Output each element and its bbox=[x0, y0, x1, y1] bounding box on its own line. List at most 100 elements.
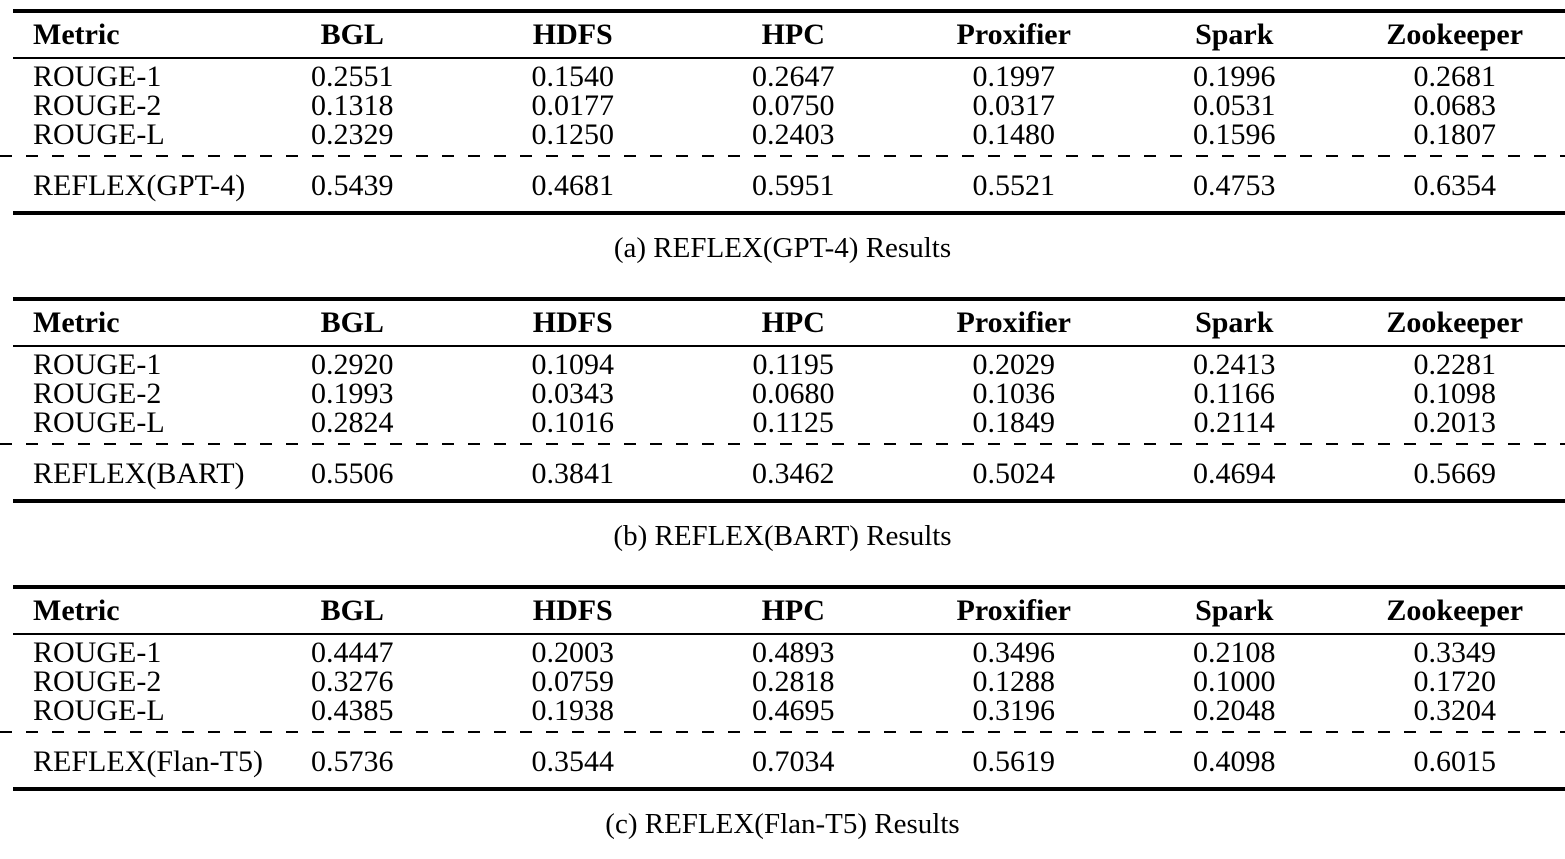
column-header: Zookeeper bbox=[1386, 594, 1524, 627]
metric-value: 0.1125 bbox=[752, 406, 834, 439]
column-header: BGL bbox=[320, 18, 384, 51]
metric-value: 0.1098 bbox=[1413, 377, 1497, 410]
table-row: ROUGE-L 0.2824 0.1016 0.1125 0.1849 0.2114 0.2… bbox=[13, 406, 1565, 439]
metric-value: 0.2114 bbox=[1193, 406, 1275, 439]
summary-value: 0.7034 bbox=[752, 745, 835, 778]
column-header: Spark bbox=[1195, 18, 1274, 51]
metric-label: ROUGE-L bbox=[33, 694, 165, 727]
metric-value: 0.1166 bbox=[1193, 377, 1275, 410]
table-row: ROUGE-L 0.2329 0.1250 0.2403 0.1480 0.1596 0.1… bbox=[13, 118, 1565, 151]
metric-value: 0.2681 bbox=[1413, 60, 1497, 93]
table-row: ROUGE-2 0.1993 0.0343 0.0680 0.1036 0.1166 0.1… bbox=[13, 377, 1565, 410]
metric-column-header: Metric bbox=[33, 18, 120, 51]
column-header: BGL bbox=[320, 306, 384, 339]
header-rule bbox=[13, 633, 1565, 635]
table-row: ROUGE-1 0.2920 0.1094 0.1195 0.2029 0.2413 0.2… bbox=[13, 348, 1565, 381]
column-header: HPC bbox=[761, 594, 825, 627]
summary-label: REFLEX(BART) bbox=[33, 457, 245, 490]
summary-value: 0.5521 bbox=[972, 169, 1056, 202]
metric-label: ROUGE-2 bbox=[33, 665, 162, 698]
summary-row: REFLEX(BART) 0.5506 0.3841 0.3462 0.5024 0.46… bbox=[13, 445, 1565, 499]
results-table-flant5: Metric BGL HDFS HPC Proxifier Spark Zookeeper R… bbox=[0, 585, 1565, 839]
table-caption-a: (a) REFLEX(GPT-4) Results bbox=[613, 232, 952, 264]
metric-value: 0.1849 bbox=[972, 406, 1056, 439]
metric-value: 0.1250 bbox=[531, 118, 615, 151]
metric-label: ROUGE-1 bbox=[33, 636, 162, 669]
metric-value: 0.3496 bbox=[972, 636, 1056, 669]
metric-label: ROUGE-2 bbox=[33, 377, 162, 410]
rouge-rows: ROUGE-1 0.2551 0.1540 0.2647 0.1997 0.1996 0.2… bbox=[0, 59, 1565, 155]
metric-value: 0.0759 bbox=[531, 665, 615, 698]
summary-value: 0.5619 bbox=[972, 745, 1056, 778]
metric-value: 0.2818 bbox=[752, 665, 835, 698]
header-rule bbox=[13, 57, 1565, 59]
metric-value: 0.3204 bbox=[1413, 694, 1497, 727]
header-rule bbox=[13, 345, 1565, 347]
table-row: ROUGE-L 0.4385 0.1938 0.4695 0.3196 0.2048 0.3… bbox=[13, 694, 1565, 727]
metric-value: 0.0177 bbox=[531, 89, 615, 122]
metric-value: 0.0317 bbox=[972, 89, 1056, 122]
column-header: Zookeeper bbox=[1386, 18, 1524, 51]
table-caption-b: (b) REFLEX(BART) Results bbox=[613, 520, 952, 552]
column-header: Spark bbox=[1195, 594, 1274, 627]
summary-label: REFLEX(Flan-T5) bbox=[33, 745, 263, 778]
column-header: Proxifier bbox=[956, 18, 1071, 51]
metric-label: ROUGE-L bbox=[33, 406, 165, 439]
header-row: Metric BGL HDFS HPC Proxifier Spark Zookeeper bbox=[13, 13, 1565, 57]
dashed-rule bbox=[0, 443, 1565, 445]
metric-value: 0.1996 bbox=[1193, 60, 1276, 93]
dashed-rule bbox=[0, 731, 1565, 733]
metric-value: 0.1480 bbox=[972, 118, 1056, 151]
metric-column-header: Metric bbox=[33, 594, 120, 627]
column-header: Spark bbox=[1195, 306, 1274, 339]
column-header: HPC bbox=[761, 306, 825, 339]
metric-value: 0.0683 bbox=[1413, 89, 1497, 122]
summary-value: 0.3544 bbox=[531, 745, 615, 778]
metric-value: 0.2108 bbox=[1193, 636, 1276, 669]
metric-value: 0.2413 bbox=[1193, 348, 1276, 381]
table-body-gpt4: Metric BGL HDFS HPC Proxifier Spark Zookeeper R… bbox=[0, 9, 1565, 215]
column-header: HDFS bbox=[532, 594, 613, 627]
column-header: HDFS bbox=[532, 18, 613, 51]
metric-value: 0.1000 bbox=[1193, 665, 1276, 698]
bottom-rule bbox=[13, 499, 1565, 503]
metric-value: 0.1094 bbox=[531, 348, 615, 381]
metric-value: 0.1993 bbox=[311, 377, 394, 410]
metric-value: 0.0680 bbox=[752, 377, 835, 410]
column-header: HDFS bbox=[532, 306, 613, 339]
column-header: Proxifier bbox=[956, 594, 1071, 627]
summary-value: 0.6354 bbox=[1413, 169, 1497, 202]
metric-value: 0.4447 bbox=[311, 636, 394, 669]
rouge-rows: ROUGE-1 0.4447 0.2003 0.4893 0.3496 0.2108 0.3… bbox=[0, 635, 1565, 731]
metric-value: 0.2029 bbox=[972, 348, 1056, 381]
metric-value: 0.1195 bbox=[752, 348, 834, 381]
table-body-bart: Metric BGL HDFS HPC Proxifier Spark Zookeeper R… bbox=[0, 297, 1565, 503]
column-header: Zookeeper bbox=[1386, 306, 1524, 339]
summary-value: 0.5024 bbox=[972, 457, 1056, 490]
summary-value: 0.5736 bbox=[311, 745, 394, 778]
metric-value: 0.2048 bbox=[1193, 694, 1276, 727]
summary-value: 0.4753 bbox=[1193, 169, 1276, 202]
metric-value: 0.3349 bbox=[1413, 636, 1497, 669]
metric-column-header: Metric bbox=[33, 306, 120, 339]
summary-value: 0.5439 bbox=[311, 169, 394, 202]
summary-row: REFLEX(GPT-4) 0.5439 0.4681 0.5951 0.5521 0.4… bbox=[13, 157, 1565, 211]
summary-value: 0.5951 bbox=[752, 169, 835, 202]
summary-value: 0.4098 bbox=[1193, 745, 1276, 778]
metric-label: ROUGE-2 bbox=[33, 89, 162, 122]
metric-value: 0.2551 bbox=[311, 60, 394, 93]
metric-value: 0.0343 bbox=[531, 377, 615, 410]
summary-value: 0.4694 bbox=[1193, 457, 1276, 490]
table-row: ROUGE-1 0.4447 0.2003 0.4893 0.3496 0.2108 0.3… bbox=[13, 636, 1565, 669]
header-row: Metric BGL HDFS HPC Proxifier Spark Zookeeper bbox=[13, 301, 1565, 345]
top-rule bbox=[13, 9, 1565, 13]
metric-value: 0.4695 bbox=[752, 694, 835, 727]
table-row: ROUGE-1 0.2551 0.1540 0.2647 0.1997 0.1996 0.2… bbox=[13, 60, 1565, 93]
summary-value: 0.6015 bbox=[1413, 745, 1497, 778]
metric-value: 0.1288 bbox=[972, 665, 1056, 698]
metric-value: 0.3196 bbox=[972, 694, 1056, 727]
metric-value: 0.1596 bbox=[1193, 118, 1276, 151]
metric-value: 0.1540 bbox=[531, 60, 615, 93]
metric-value: 0.2329 bbox=[311, 118, 394, 151]
summary-value: 0.5506 bbox=[311, 457, 394, 490]
